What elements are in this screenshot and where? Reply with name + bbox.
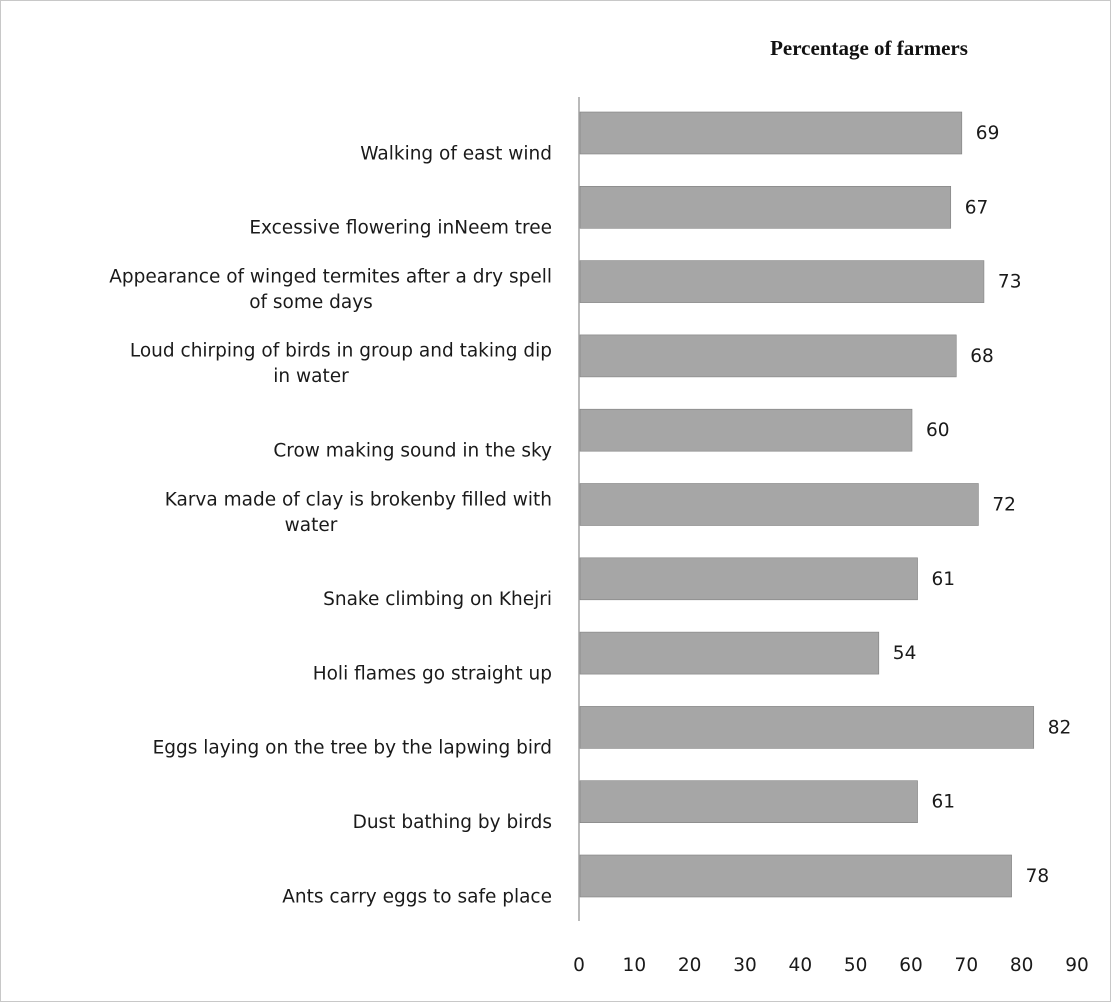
x-tick-label: 40 xyxy=(789,955,813,976)
bar xyxy=(579,408,913,452)
category-label: in water xyxy=(273,366,349,387)
x-tick-label: 60 xyxy=(899,955,923,976)
data-label: 72 xyxy=(992,495,1016,516)
category-label: Loud chirping of birds in group and taki… xyxy=(130,341,552,362)
category-label: Dust bathing by birds xyxy=(353,812,552,833)
category-label: water xyxy=(285,515,338,536)
bar xyxy=(579,483,979,526)
category-label: Ants carry eggs to safe place xyxy=(282,886,552,907)
category-label: Walking of east wind xyxy=(360,143,552,164)
x-tick-label: 80 xyxy=(1010,955,1034,976)
bar xyxy=(579,854,1012,898)
data-label: 67 xyxy=(965,197,989,218)
data-label: 61 xyxy=(932,792,956,813)
bar xyxy=(579,186,952,229)
bar xyxy=(579,334,957,378)
data-labels: 69 67 73 68 60 72 61 54 82 61 78 xyxy=(893,123,1071,887)
bars-layer xyxy=(579,111,1035,898)
bar xyxy=(579,111,963,155)
bar xyxy=(579,260,985,303)
data-label: 68 xyxy=(970,346,994,367)
category-label: Snake climbing on Khejri xyxy=(323,589,552,610)
category-label: of some days xyxy=(249,292,373,313)
chart-title: Percentage of farmers xyxy=(770,36,968,60)
x-axis-ticks: 0 10 20 30 40 50 60 70 80 90 xyxy=(573,955,1089,976)
data-label: 73 xyxy=(998,272,1022,293)
category-label: Eggs laying on the tree by the lapwing b… xyxy=(153,738,552,759)
data-label: 78 xyxy=(1026,866,1050,887)
x-tick-label: 30 xyxy=(733,955,757,976)
x-tick-label: 20 xyxy=(678,955,702,976)
data-label: 69 xyxy=(976,123,1000,144)
data-label: 82 xyxy=(1048,717,1072,738)
category-label: Crow making sound in the sky xyxy=(273,441,552,462)
bar xyxy=(579,706,1035,749)
bar xyxy=(579,631,880,675)
x-tick-label: 0 xyxy=(573,955,585,976)
data-label: 54 xyxy=(893,643,917,664)
data-label: 61 xyxy=(932,569,956,590)
bar xyxy=(579,780,918,824)
category-labels: Walking of east wind Excessive flowering … xyxy=(109,143,552,907)
x-tick-label: 90 xyxy=(1065,955,1089,976)
x-tick-label: 10 xyxy=(623,955,647,976)
x-tick-label: 70 xyxy=(955,955,979,976)
category-label: Excessive flowering inNeem tree xyxy=(249,218,552,239)
category-label: Appearance of winged termites after a dr… xyxy=(109,266,552,287)
category-label: Holi flames go straight up xyxy=(313,663,552,684)
x-tick-label: 50 xyxy=(844,955,868,976)
category-label: Karva made of clay is brokenby filled wi… xyxy=(165,489,552,510)
data-label: 60 xyxy=(926,420,950,441)
bar xyxy=(579,557,918,601)
